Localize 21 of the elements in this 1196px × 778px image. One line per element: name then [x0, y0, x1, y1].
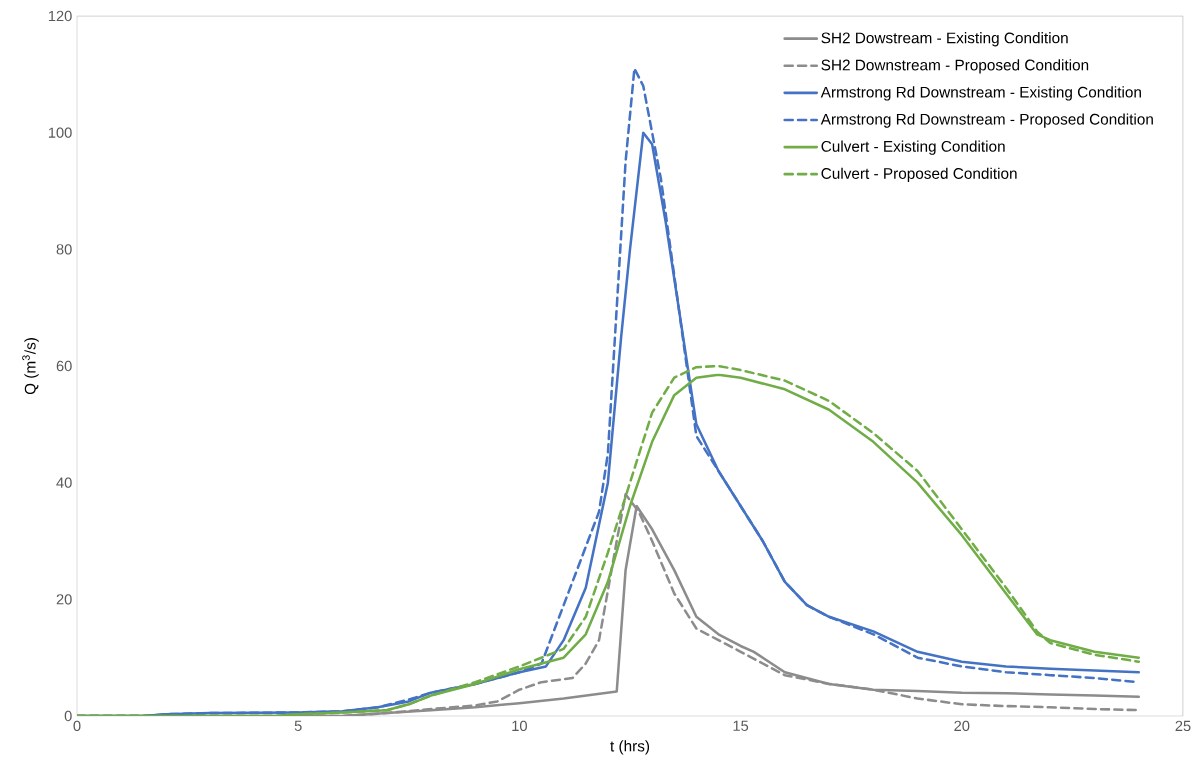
y-tick-label: 40 — [56, 477, 72, 488]
y-axis-title: Q (m$^{3}$/s) — [22, 338, 39, 395]
y-tick-label: 100 — [48, 127, 72, 138]
y-tick-label: 60 — [56, 360, 72, 372]
legend-label: Armstrong Rd Downstream - Proposed Condition — [820, 113, 1153, 128]
x-tick-label: 25 — [1175, 720, 1191, 732]
legend-label: Culvert - Existing Condition — [821, 140, 1005, 155]
legend-label: Culvert - Proposed Condition — [821, 167, 1017, 182]
x-tick-label: 20 — [954, 720, 970, 732]
legend-label: Armstrong Rd Downstream - Existing Condition — [820, 86, 1141, 101]
x-tick-label: 15 — [733, 720, 749, 731]
x-axis-title: t (hrs) — [610, 740, 650, 755]
legend-label: SH2 Dowstream - Existing Condition — [821, 32, 1068, 47]
x-tick-label: 0 — [73, 720, 81, 732]
y-tick-label: 80 — [56, 244, 72, 255]
x-tick-label: 10 — [512, 720, 527, 732]
y-tick-label: 0 — [64, 710, 72, 722]
y-tick-label: 20 — [56, 594, 72, 605]
legend-label: SH2 Downstream - Proposed Condition — [821, 59, 1089, 74]
x-tick-label: 5 — [294, 720, 302, 731]
y-tick-label: 120 — [48, 10, 72, 22]
